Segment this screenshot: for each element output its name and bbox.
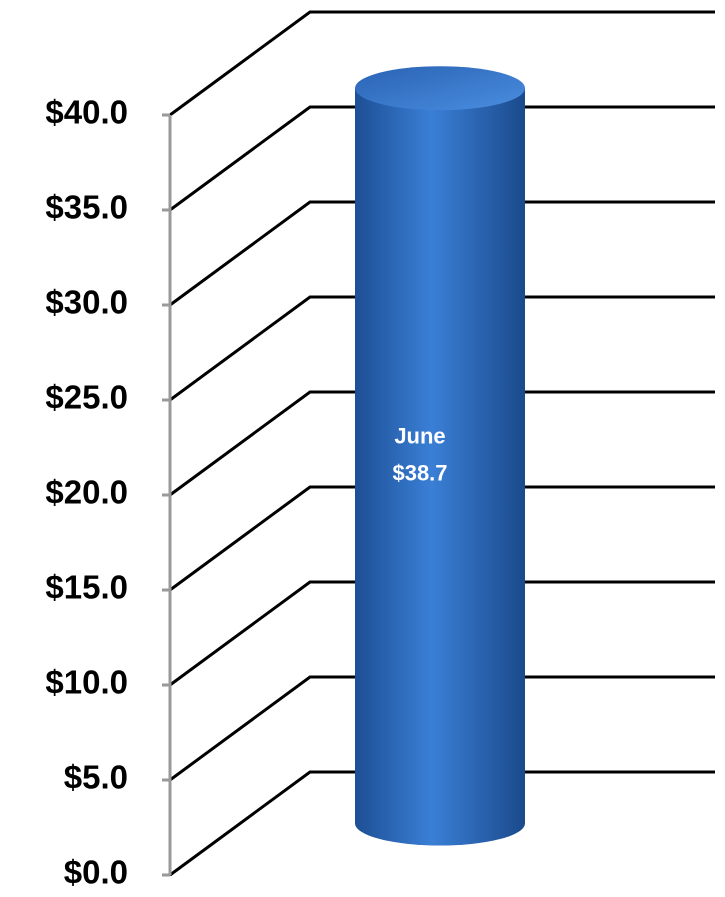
grid-line <box>169 770 715 877</box>
grid-line <box>169 675 715 782</box>
grid-line <box>169 105 715 212</box>
grid-line <box>169 200 715 307</box>
y-tick-label: $15.0 <box>45 569 128 606</box>
grid-line <box>169 295 715 402</box>
y-tick-label: $0.0 <box>64 854 128 891</box>
y-tick-label: $10.0 <box>45 664 128 701</box>
y-tick-label: $5.0 <box>64 759 128 796</box>
grid-line <box>169 390 715 497</box>
bar-body <box>355 88 525 846</box>
grid-line <box>169 10 715 117</box>
y-tick-label: $25.0 <box>45 379 128 416</box>
y-tick-label: $40.0 <box>45 94 128 131</box>
grid-line <box>169 580 715 687</box>
grid-line <box>169 485 715 592</box>
bar-top <box>355 66 525 111</box>
category-label: June <box>394 424 445 449</box>
y-tick-label: $20.0 <box>45 474 128 511</box>
data-label: $38.7 <box>392 461 447 486</box>
y-tick-label: $30.0 <box>45 284 128 321</box>
y-tick-label: $35.0 <box>45 189 128 226</box>
bar <box>355 66 525 846</box>
